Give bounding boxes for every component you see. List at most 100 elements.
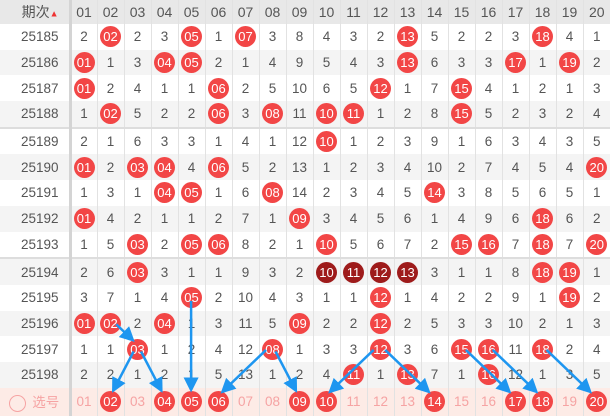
select-number-02[interactable]: 02 — [96, 387, 124, 416]
miss-count: 2 — [474, 24, 502, 50]
select-number-10[interactable]: 10 — [312, 387, 340, 416]
selected-ball[interactable]: 10 — [316, 391, 337, 413]
miss-count: 1 — [474, 257, 502, 285]
miss-count: 8 — [285, 24, 313, 50]
select-number-09[interactable]: 09 — [285, 387, 313, 416]
miss-count: 1 — [123, 284, 151, 311]
miss-count: 3 — [285, 284, 313, 311]
number-ball: 05 — [181, 233, 202, 255]
number-ball: 12 — [370, 261, 391, 283]
miss-count: 3 — [447, 180, 475, 206]
select-number-07[interactable]: 07 — [231, 387, 259, 416]
miss-count: 13 — [285, 154, 313, 181]
selected-ball[interactable]: 20 — [586, 391, 608, 413]
select-all[interactable]: 选号 — [0, 387, 72, 416]
miss-count: 4 — [582, 101, 610, 128]
miss-count: 2 — [177, 336, 205, 362]
select-number-01[interactable]: 01 — [69, 387, 97, 416]
number-ball: 12 — [370, 312, 391, 334]
miss-count: 2 — [447, 24, 475, 50]
hit-cell: 02 — [96, 310, 124, 337]
number-ball: 08 — [262, 103, 283, 125]
miss-count: 3 — [150, 257, 178, 285]
miss-count: 4 — [555, 24, 583, 50]
selected-ball[interactable]: 09 — [289, 391, 310, 413]
table-row: 25197 1 1 03 1 2 4 12 08 1 3 3 12 3 6 15 16 11 18 2 4 — [0, 336, 610, 362]
hit-cell: 08 — [258, 101, 286, 128]
miss-count: 2 — [231, 75, 259, 102]
miss-count: 1 — [312, 284, 340, 311]
miss-count: 4 — [474, 75, 502, 102]
select-number-19[interactable]: 19 — [555, 387, 583, 416]
selected-ball[interactable]: 04 — [154, 391, 175, 413]
selected-ball[interactable]: 06 — [208, 391, 229, 413]
miss-count: 3 — [339, 336, 367, 362]
select-number-18[interactable]: 18 — [528, 387, 556, 416]
selected-ball[interactable]: 05 — [181, 391, 202, 413]
number-ball: 17 — [505, 52, 526, 74]
miss-count: 8 — [474, 180, 502, 206]
select-number-08[interactable]: 08 — [258, 387, 286, 416]
hit-cell: 16 — [474, 361, 502, 388]
number-ball: 06 — [208, 156, 229, 178]
number-ball: 06 — [208, 77, 229, 99]
table-row: 25192 01 4 2 1 1 2 7 1 09 3 4 5 6 1 4 9 6 18 6 2 — [0, 205, 610, 232]
miss-count: 1 — [447, 257, 475, 285]
miss-count: 2 — [96, 154, 124, 181]
miss-count: 3 — [393, 126, 421, 155]
period-cell: 25196 — [0, 310, 72, 337]
miss-count: 2 — [96, 75, 124, 102]
select-number-16[interactable]: 16 — [474, 387, 502, 416]
period-cell: 25186 — [0, 49, 72, 76]
number-ball: 13 — [397, 261, 418, 283]
select-number-05[interactable]: 05 — [177, 387, 205, 416]
miss-count: 1 — [204, 24, 232, 50]
select-number-04[interactable]: 04 — [150, 387, 178, 416]
sort-icon[interactable]: ▲ — [49, 8, 59, 19]
number-ball: 16 — [478, 233, 499, 255]
select-number-17[interactable]: 17 — [501, 387, 529, 416]
number-ball: 01 — [73, 208, 95, 230]
miss-count: 1 — [582, 24, 610, 50]
number-ball: 10 — [316, 261, 337, 283]
miss-count: 4 — [528, 126, 556, 155]
miss-count: 1 — [123, 361, 151, 388]
hit-cell: 04 — [150, 310, 178, 337]
table-row: 25195 3 7 1 4 05 2 10 4 3 1 1 12 1 4 2 2 9 1 19 2 — [0, 284, 610, 311]
number-ball: 12 — [370, 287, 391, 309]
select-number-12[interactable]: 12 — [366, 387, 394, 416]
miss-count: 2 — [204, 205, 232, 232]
select-number-11[interactable]: 11 — [339, 387, 367, 416]
miss-count: 1 — [123, 180, 151, 206]
selected-ball[interactable]: 02 — [100, 391, 121, 413]
selected-ball[interactable]: 17 — [505, 391, 526, 413]
hit-cell: 04 — [150, 180, 178, 206]
select-number-15[interactable]: 15 — [447, 387, 475, 416]
miss-count: 8 — [231, 231, 259, 259]
number-ball: 02 — [100, 26, 121, 48]
miss-count: 7 — [555, 231, 583, 259]
select-number-13[interactable]: 13 — [393, 387, 421, 416]
miss-count: 1 — [366, 361, 394, 388]
miss-count: 1 — [177, 205, 205, 232]
select-number-14[interactable]: 14 — [420, 387, 448, 416]
miss-count: 4 — [204, 336, 232, 362]
miss-count: 4 — [231, 126, 259, 155]
miss-count: 1 — [177, 310, 205, 337]
miss-count: 2 — [501, 101, 529, 128]
number-ball: 04 — [154, 312, 175, 334]
radio-icon[interactable] — [9, 395, 27, 413]
period-header[interactable]: 期次▲ — [0, 0, 72, 24]
select-number-06[interactable]: 06 — [204, 387, 232, 416]
number-ball: 03 — [127, 338, 148, 360]
miss-count: 4 — [339, 205, 367, 232]
select-number-20[interactable]: 20 — [582, 387, 610, 416]
hit-cell: 03 — [123, 231, 151, 259]
miss-count: 5 — [339, 231, 367, 259]
selected-ball[interactable]: 14 — [424, 391, 445, 413]
selected-ball[interactable]: 18 — [532, 391, 553, 413]
miss-count: 3 — [420, 257, 448, 285]
miss-count: 2 — [339, 310, 367, 337]
select-number-03[interactable]: 03 — [123, 387, 151, 416]
